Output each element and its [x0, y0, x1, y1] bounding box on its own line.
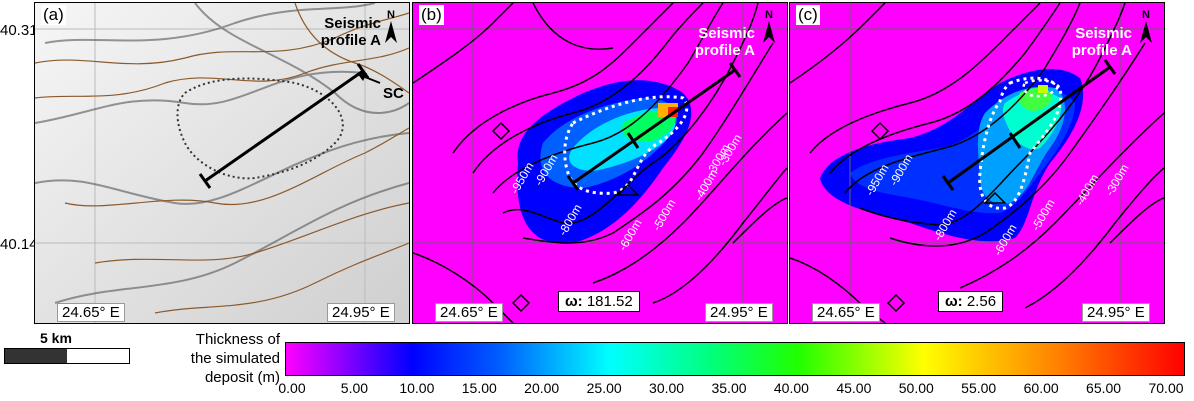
panel-b-simulation-map: (b) Seismic profile A N -950m -900m -800m… [412, 2, 788, 324]
panel-c-label: (c) [796, 5, 820, 25]
color-bar-tick-label: 35.00 [711, 380, 747, 396]
color-bar-tick-label: 20.00 [524, 380, 560, 396]
longitude-label-left: 24.65° E [812, 303, 880, 322]
color-bar-tick-label: 50.00 [898, 380, 934, 396]
color-bar-tick-label: 45.00 [836, 380, 872, 396]
north-arrow-icon: N [381, 9, 401, 48]
longitude-label-right: 24.95° E [1082, 303, 1150, 322]
panel-a-label: (a) [41, 5, 66, 25]
seismic-profile-label-a: Seismic profile A [320, 15, 381, 49]
color-bar-tick-label: 70.00 [1148, 380, 1184, 396]
sc-label: SC [383, 85, 404, 102]
color-bar-tick-label: 5.00 [340, 380, 369, 396]
longitude-label-right: 24.95° E [705, 303, 773, 322]
scale-bar [4, 348, 130, 364]
color-bar-tick-label: 40.00 [773, 380, 809, 396]
scale-bar-label: 5 km [40, 330, 72, 346]
color-bar [285, 342, 1185, 376]
color-bar-tick-label: 10.00 [399, 380, 435, 396]
relief-map-graphic [35, 3, 409, 323]
panel-a-relief-map: (a) Seismic profile A N SC 24.65° E 24.95… [34, 2, 410, 324]
longitude-label-left: 24.65° E [57, 303, 125, 322]
color-bar-tick-label: 25.00 [586, 380, 622, 396]
color-bar-tick-label: 55.00 [961, 380, 997, 396]
longitude-label-right: 24.95° E [327, 303, 395, 322]
color-bar-tick-label: 30.00 [649, 380, 685, 396]
simulation-b-graphic [413, 3, 787, 323]
color-bar-tick-label: 0.00 [278, 380, 306, 396]
simulation-c-graphic [790, 3, 1164, 323]
seismic-profile-label-c: Seismic profile A [1071, 25, 1132, 59]
omega-value-box: ω: 2.56 [938, 291, 1004, 312]
legend-title: Thickness of the simulated deposit (m) [190, 331, 280, 386]
panel-b-label: (b) [419, 5, 444, 25]
omega-value-box: ω: 181.52 [558, 291, 640, 312]
panel-c-simulation-map: (c) Seismic profile A N -950m -900m -800m… [789, 2, 1165, 324]
seismic-profile-label-b: Seismic profile A [694, 25, 755, 59]
north-arrow-icon: N [759, 9, 779, 48]
longitude-label-left: 24.65° E [435, 303, 503, 322]
north-arrow-icon: N [1136, 9, 1156, 48]
color-bar-tick-label: 15.00 [461, 380, 497, 396]
color-bar-tick-label: 65.00 [1086, 380, 1122, 396]
color-bar-tick-label: 60.00 [1023, 380, 1059, 396]
